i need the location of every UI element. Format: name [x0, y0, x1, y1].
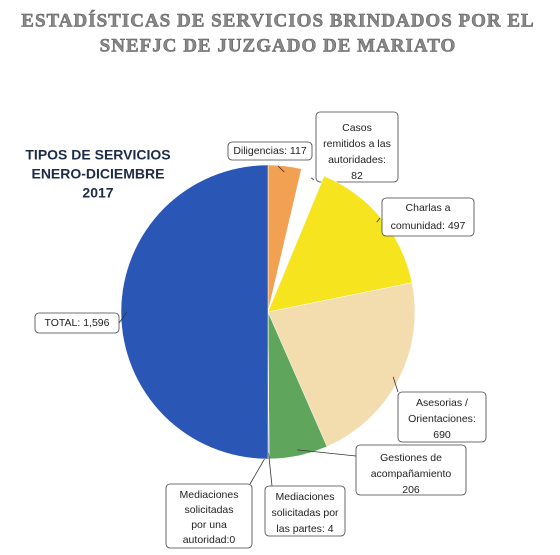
data-label: Charlas a: [406, 202, 451, 214]
data-label: las partes: 4: [276, 523, 333, 535]
data-label: Mediaciones: [276, 491, 335, 503]
data-label: solicitadas por: [271, 507, 339, 519]
data-label: autoridades:: [328, 154, 386, 166]
label-box: [264, 485, 346, 537]
chart-subtitle: ENERO-DICIEMBRE: [31, 166, 164, 182]
label-box: [315, 111, 399, 183]
leader-line: [392, 376, 399, 393]
pie-slice: [267, 175, 413, 313]
data-label: por una: [191, 519, 227, 531]
data-label: Mediaciones: [180, 489, 239, 501]
data-label: Diligencias: 117: [233, 145, 307, 157]
data-label: acompañamiento: [371, 468, 452, 480]
label-box: [397, 391, 487, 443]
data-label: solicitadas: [184, 504, 233, 516]
data-label: Orientaciones:: [408, 413, 476, 425]
data-label: Asesorias /: [416, 397, 468, 409]
data-label: autoridad:0: [183, 534, 236, 546]
leader-line: [310, 177, 315, 181]
leader-line: [376, 217, 381, 223]
label-box: [34, 312, 120, 334]
leader-line: [118, 311, 128, 324]
data-label: remitidos a las: [323, 138, 391, 150]
chart-subtitle: 2017: [82, 185, 113, 201]
data-label: Casos: [342, 122, 372, 134]
label-box: [165, 483, 253, 549]
chart-subtitle: TIPOS DE SERVICIOS: [25, 147, 170, 163]
label-box: [381, 197, 475, 237]
data-label: 206: [402, 484, 420, 496]
data-label: 82: [351, 170, 363, 182]
leader-line: [268, 452, 273, 487]
chart-title: SNEFJC DE JUZGADO DE MARIATO: [100, 35, 457, 56]
chart-title: ESTADÍSTICAS DE SERVICIOS BRINDADOS POR …: [21, 9, 534, 31]
data-label: comunidad: 497: [391, 220, 466, 232]
data-label: 690: [433, 429, 451, 441]
leader-line: [277, 165, 285, 173]
data-label: Gestiones de: [380, 452, 442, 464]
data-label: TOTAL: 1,596: [45, 317, 110, 329]
pie-slice: [120, 164, 269, 460]
leader-line: [297, 449, 357, 457]
label-box: [227, 141, 313, 161]
pie-slice: [267, 282, 416, 447]
label-box: [355, 444, 467, 496]
